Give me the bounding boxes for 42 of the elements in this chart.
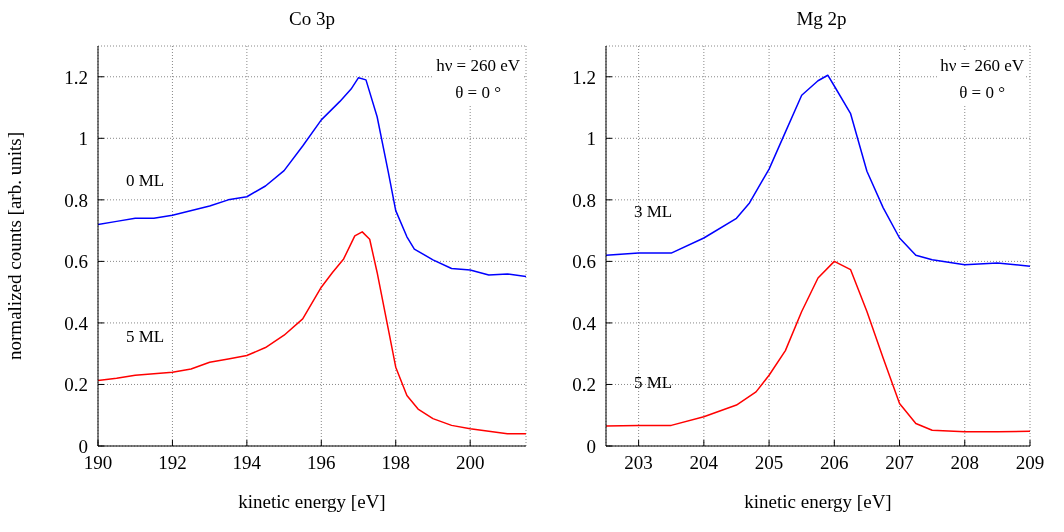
y-tick-label: 0.6 (572, 251, 596, 273)
x-tick-label: 200 (455, 452, 485, 474)
x-axis-title: kinetic energy [eV] (238, 491, 386, 512)
x-tick-label: 192 (158, 452, 187, 474)
x-tick-label: 204 (689, 452, 719, 474)
line-series (606, 260, 1030, 433)
x-tick-label: 203 (624, 452, 653, 474)
x-tick-label: 206 (820, 452, 849, 474)
x-axis-title: kinetic energy [eV] (744, 491, 892, 512)
annotation: θ = 0 ° (958, 82, 1006, 104)
x-tick-label: 209 (1015, 452, 1045, 474)
chart-title: Mg 2p (795, 8, 848, 30)
y-tick-label: 1.2 (572, 66, 596, 88)
annotation: hν = 260 eV (436, 55, 520, 77)
line-series (98, 231, 526, 435)
x-tick-label: 194 (232, 452, 262, 474)
y-tick-label: 0.2 (64, 374, 88, 396)
x-tick-label: 198 (381, 452, 410, 474)
series-label: 5 ML (126, 327, 165, 347)
annotation: θ = 0 ° (454, 82, 502, 104)
series-label: 5 ML (634, 373, 673, 392)
y-tick-label: 0 (586, 435, 596, 457)
y-tick-label: 1 (586, 128, 596, 150)
chart-title: Co 3p (288, 8, 336, 30)
line-series (606, 74, 1030, 268)
y-tick-label: 1 (78, 128, 88, 150)
x-tick-label: 207 (885, 452, 914, 474)
y-tick-label: 0.4 (64, 312, 89, 334)
x-tick-label: 196 (307, 452, 336, 474)
x-tick-label: 205 (754, 452, 784, 474)
y-tick-label: 0.4 (572, 312, 597, 334)
series-label: 0 ML (126, 171, 165, 191)
y-axis-title: normalized counts [arb. units] (3, 132, 25, 360)
y-tick-label: 0.2 (572, 374, 596, 396)
y-tick-label: 0.6 (64, 251, 88, 273)
y-tick-label: 0.8 (64, 189, 88, 211)
line-series (98, 76, 526, 278)
series-label: 3 ML (634, 202, 673, 222)
x-tick-label: 208 (950, 452, 980, 474)
annotation: hν = 260 eV (940, 55, 1024, 77)
y-tick-label: 0.8 (572, 189, 596, 211)
y-tick-label: 1.2 (64, 66, 88, 88)
